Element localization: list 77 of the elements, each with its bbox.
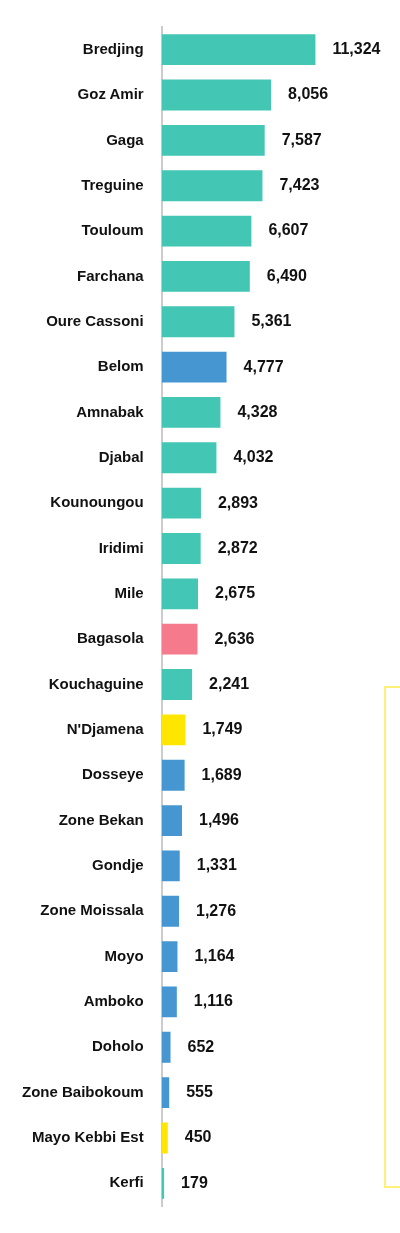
y-tick-label: Gondje (92, 856, 144, 874)
bar (161, 215, 252, 247)
y-tick-label: Farchana (76, 266, 145, 284)
y-tick-label: Bredjing (82, 39, 144, 57)
data-label: 8,056 (288, 85, 329, 103)
data-label: 4,777 (243, 357, 284, 375)
bar (161, 260, 250, 292)
bar (161, 1031, 171, 1063)
y-tick-label: Iridimi (98, 538, 144, 556)
y-tick-label: Dosseye (81, 765, 144, 783)
bar (161, 397, 221, 428)
bar (161, 714, 186, 746)
y-tick-label: Kerfi (109, 1173, 144, 1191)
y-tick-label: Oure Cassoni (46, 311, 144, 329)
data-label: 6,607 (268, 221, 309, 239)
bar (161, 759, 185, 791)
bar (161, 986, 177, 1018)
bar (161, 351, 227, 383)
y-tick-label: Belom (97, 357, 144, 375)
data-label: 2,872 (217, 538, 258, 556)
data-label: 450 (184, 1128, 212, 1146)
y-tick-label: Mayo Kebbi Est (31, 1128, 144, 1146)
y-tick-label: Amnabak (76, 402, 145, 420)
bar (161, 850, 180, 882)
data-label: 11,324 (332, 40, 381, 58)
bar (161, 79, 272, 111)
y-tick-label: N'Djamena (66, 720, 145, 738)
y-tick-label: Amboko (83, 992, 144, 1010)
data-label: 2,636 (214, 629, 255, 647)
bar (161, 34, 316, 66)
data-label: 652 (187, 1037, 215, 1055)
data-label: 1,116 (193, 992, 234, 1010)
bar (161, 895, 179, 927)
data-label: 2,675 (214, 584, 256, 602)
y-tick-label: Mile (114, 583, 144, 601)
data-label: 4,032 (233, 448, 274, 466)
data-label: 6,490 (266, 266, 307, 284)
bar (161, 578, 198, 610)
data-label: 1,749 (202, 720, 243, 738)
bar (161, 805, 182, 836)
y-tick-label: Kounoungou (50, 493, 144, 511)
data-label: 179 (181, 1173, 208, 1191)
y-tick-label: Bagasola (76, 629, 145, 647)
bar (161, 124, 265, 156)
data-label: 4,328 (237, 402, 278, 420)
bar (161, 1122, 168, 1154)
y-tick-label: Gaga (106, 130, 145, 148)
y-tick-label: Zone Moissala (40, 901, 145, 919)
data-label: 1,689 (201, 765, 242, 783)
bar (161, 669, 193, 700)
data-label: 2,241 (209, 674, 250, 692)
bar (161, 487, 201, 519)
data-label: 1,276 (196, 901, 237, 919)
data-label: 7,587 (281, 130, 322, 148)
y-tick-label: Zone Baibokoum (22, 1082, 144, 1100)
data-label: 1,331 (196, 856, 237, 874)
bar (161, 306, 235, 338)
bar (161, 442, 217, 474)
data-label: 7,423 (279, 176, 320, 194)
bar (161, 533, 201, 564)
data-label: 1,164 (194, 947, 235, 964)
bar (161, 1077, 170, 1109)
y-tick-label: Djabal (98, 447, 144, 465)
y-tick-label: Doholo (92, 1037, 144, 1055)
y-tick-label: Treguine (81, 175, 144, 193)
data-label: 5,361 (251, 312, 292, 330)
bar (161, 623, 198, 655)
data-label: 1,496 (198, 810, 240, 828)
y-tick-label: Zone Bekan (58, 810, 144, 828)
bar (161, 941, 178, 973)
y-tick-label: Touloum (81, 221, 144, 239)
y-tick-label: Moyo (104, 946, 144, 964)
data-label: 555 (186, 1083, 213, 1101)
y-tick-label: Kouchaguine (48, 674, 144, 692)
bar (161, 170, 263, 202)
y-tick-label: Goz Amir (77, 85, 144, 103)
data-label: 2,893 (217, 493, 259, 511)
